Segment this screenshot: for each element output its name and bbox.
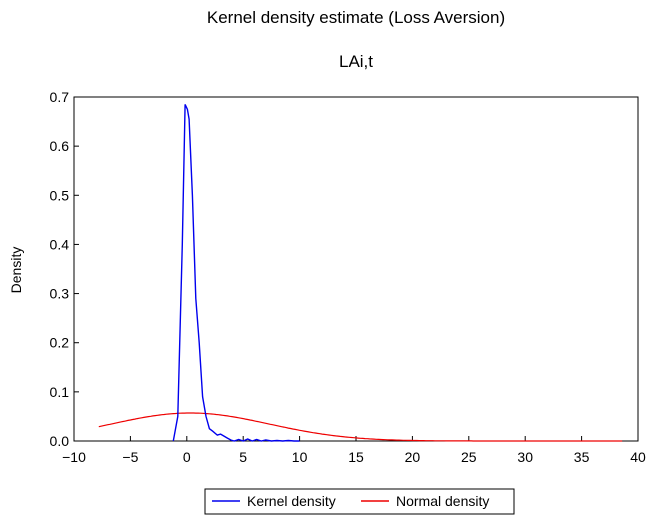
y-tick-label: 0.5 (50, 187, 70, 203)
y-tick-label: 0.2 (50, 335, 70, 351)
legend-box (204, 488, 515, 515)
chart-subtitle: LAi,t (339, 52, 373, 71)
series-line-kernel-density (172, 104, 300, 442)
x-tick-label: 0 (183, 449, 191, 465)
y-tick-label: 0.1 (50, 384, 70, 400)
x-tick-label: 10 (292, 449, 308, 465)
y-tick-label: 0.6 (50, 138, 70, 154)
plot-frame (73, 96, 639, 442)
legend: Kernel density Normal density (204, 488, 515, 515)
x-tick-label: 25 (461, 449, 477, 465)
x-tick-label: 35 (574, 449, 590, 465)
y-tick-label: 0.3 (50, 286, 70, 302)
legend-label-normal-density: Normal density (396, 493, 489, 509)
series-line-normal-density (98, 412, 623, 442)
y-tick-label: 0.4 (50, 236, 70, 252)
y-axis-ticks: 0.0 0.1 0.2 0.3 0.4 0.5 0.6 0.7 (50, 89, 79, 449)
x-tick-label: 30 (517, 449, 533, 465)
y-axis-label: Density (8, 247, 24, 294)
x-axis-ticks: −10 −5 0 5 10 15 20 25 30 35 40 (62, 436, 646, 465)
x-tick-label: −5 (122, 449, 138, 465)
x-tick-label: 15 (348, 449, 364, 465)
x-tick-label: 20 (405, 449, 421, 465)
x-tick-label: −10 (62, 449, 86, 465)
x-tick-label: 40 (630, 449, 646, 465)
legend-label-kernel-density: Kernel density (247, 493, 336, 509)
y-tick-label: 0.7 (50, 89, 70, 105)
chart-title: Kernel density estimate (Loss Aversion) (207, 8, 505, 27)
x-tick-label: 5 (239, 449, 247, 465)
y-tick-label: 0.0 (50, 433, 70, 449)
